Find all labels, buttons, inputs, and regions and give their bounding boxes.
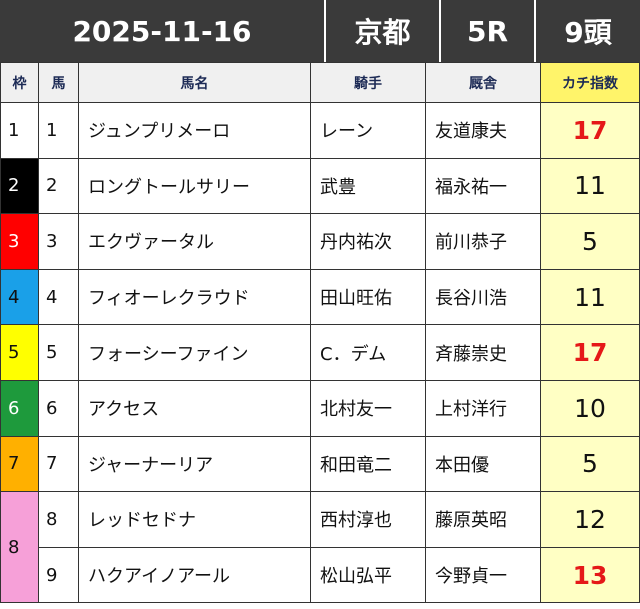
- horse-name: フィオーレクラウド: [78, 268, 311, 326]
- col-waku: 枠: [0, 62, 39, 103]
- waku-cell: 2: [0, 157, 39, 215]
- horse-name: ジャーナーリア: [78, 435, 311, 493]
- table-row: 7 7 ジャーナーリア 和田竜二 本田優 5: [0, 435, 640, 493]
- horse-number: 2: [38, 157, 79, 215]
- waku-cell: 6: [0, 379, 39, 437]
- kachi-score: 5: [540, 213, 640, 270]
- runner-count: 9頭: [536, 0, 640, 62]
- waku-cell: 8: [0, 491, 39, 604]
- kachi-score: 5: [540, 435, 640, 493]
- stable-name: 福永祐一: [425, 157, 541, 215]
- col-horse-name: 馬名: [78, 62, 311, 103]
- col-stable: 厩舎: [425, 62, 541, 103]
- horse-number: 8: [38, 491, 79, 548]
- stable-name: 上村洋行: [425, 379, 541, 437]
- jockey-name: レーン: [310, 102, 426, 159]
- horse-number: 1: [38, 102, 79, 159]
- horse-name: レッドセドナ: [78, 491, 311, 548]
- stable-name: 本田優: [425, 435, 541, 493]
- stable-name: 友道康夫: [425, 102, 541, 159]
- table-row: 8 8 レッドセドナ 西村淳也 藤原英昭 12: [0, 491, 640, 604]
- race-date: 2025-11-16: [0, 0, 324, 62]
- col-jockey: 騎手: [310, 62, 426, 103]
- col-kachi-index: カチ指数: [540, 62, 640, 103]
- jockey-name: C．デム: [310, 324, 426, 381]
- table-row: 4 4 フィオーレクラウド 田山旺佑 長谷川浩 11: [0, 268, 640, 326]
- waku-cell: 4: [0, 268, 39, 326]
- stable-name: 斉藤崇史: [425, 324, 541, 381]
- horse-number: 3: [38, 213, 79, 270]
- kachi-score: 17: [540, 324, 640, 381]
- horse-number: 5: [38, 324, 79, 381]
- kachi-score: 12: [540, 491, 640, 548]
- jockey-name: 松山弘平: [310, 546, 426, 604]
- jockey-name: 武豊: [310, 157, 426, 215]
- table-row: 5 5 フォーシーファイン C．デム 斉藤崇史 17: [0, 324, 640, 381]
- table-row: 1 1 ジュンプリメーロ レーン 友道康夫 17: [0, 102, 640, 159]
- horse-number: 9: [38, 546, 79, 604]
- stable-name: 今野貞一: [425, 546, 541, 604]
- entries-table: 枠 馬 馬名 騎手 厩舎 カチ指数 1 1 ジュンプリメーロ レーン 友道康夫 …: [0, 62, 640, 604]
- kachi-score: 17: [540, 102, 640, 159]
- kachi-score: 10: [540, 379, 640, 437]
- kachi-score: 11: [540, 157, 640, 215]
- race-venue: 京都: [326, 0, 439, 62]
- horse-name: ハクアイノアール: [78, 546, 311, 604]
- race-number: 5R: [441, 0, 534, 62]
- horse-name: フォーシーファイン: [78, 324, 311, 381]
- horse-name: ジュンプリメーロ: [78, 102, 311, 159]
- kachi-score: 13: [540, 546, 640, 604]
- table-row: 3 3 エクヴァータル 丹内祐次 前川恭子 5: [0, 213, 640, 270]
- stable-name: 長谷川浩: [425, 268, 541, 326]
- horse-number: 4: [38, 268, 79, 326]
- jockey-name: 北村友一: [310, 379, 426, 437]
- waku-cell: 3: [0, 213, 39, 270]
- jockey-name: 西村淳也: [310, 491, 426, 548]
- stable-name: 前川恭子: [425, 213, 541, 270]
- table-row: 6 6 アクセス 北村友一 上村洋行 10: [0, 379, 640, 437]
- jockey-name: 丹内祐次: [310, 213, 426, 270]
- jockey-name: 和田竜二: [310, 435, 426, 493]
- kachi-score: 11: [540, 268, 640, 326]
- table-row: 9 ハクアイノアール 松山弘平 今野貞一 13: [1, 546, 640, 604]
- horse-name: アクセス: [78, 379, 311, 437]
- horse-name: エクヴァータル: [78, 213, 311, 270]
- col-number: 馬: [38, 62, 79, 103]
- waku-cell: 1: [0, 102, 39, 159]
- table-row: 2 2 ロングトールサリー 武豊 福永祐一 11: [0, 157, 640, 215]
- stable-name: 藤原英昭: [425, 491, 541, 548]
- waku-cell: 7: [0, 435, 39, 493]
- header-row: 枠 馬 馬名 騎手 厩舎 カチ指数: [0, 62, 640, 103]
- horse-name: ロングトールサリー: [78, 157, 311, 215]
- waku-cell: 5: [0, 324, 39, 381]
- horse-number: 7: [38, 435, 79, 493]
- horse-number: 6: [38, 379, 79, 437]
- jockey-name: 田山旺佑: [310, 268, 426, 326]
